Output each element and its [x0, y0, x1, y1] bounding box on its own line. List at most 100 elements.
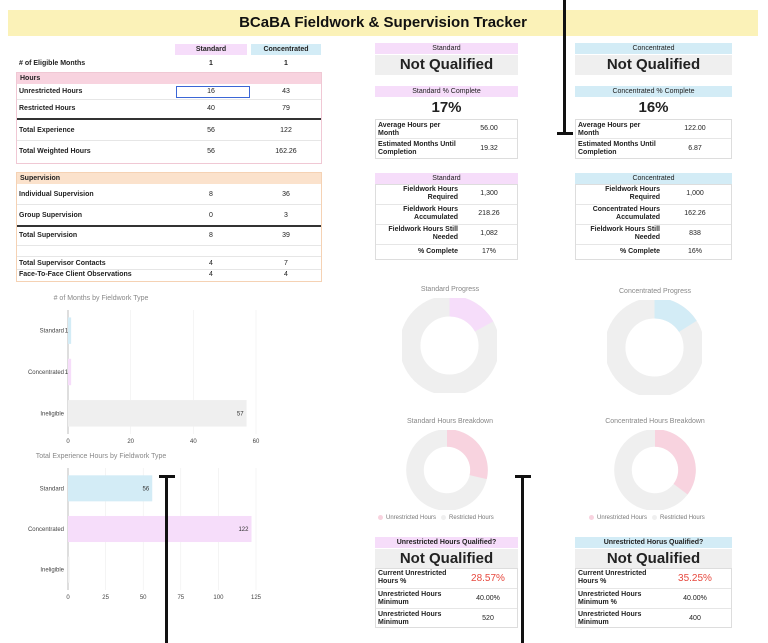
concentrated-progress-title: Concentrated Progress: [619, 288, 691, 295]
standard-breakdown-donut: [406, 430, 488, 510]
total-weighted-std[interactable]: 56: [207, 148, 215, 155]
group-label: Group Supervision: [19, 212, 83, 219]
annotation-tick: [515, 475, 531, 478]
col-header-concentrated: Concentrated: [251, 44, 321, 55]
x-tick-label: 125: [251, 595, 262, 601]
standard-complete-val: 17%: [481, 248, 496, 255]
annotation-tick: [557, 132, 573, 135]
std-unres-min-label: Unrestricted Hours Minimum: [378, 591, 442, 606]
standard-est-val: 19.32: [480, 145, 498, 152]
concentrated-acc-val: 162.26: [684, 210, 706, 217]
annotation-tick: [159, 475, 175, 478]
bar-value-label: 57: [237, 411, 244, 417]
legend-restricted-swatch: [441, 515, 447, 520]
unrestricted-std[interactable]: 16: [207, 88, 215, 95]
unrestricted-con[interactable]: 43: [282, 88, 290, 95]
standard-progress-donut: [402, 298, 497, 393]
std-unres-min-val: 40.00%: [476, 595, 500, 602]
donut-segment: [653, 300, 697, 333]
legend-unrestricted: Unrestricted Hours: [386, 515, 437, 522]
standard-progress-title: Standard Progress: [420, 286, 480, 293]
eligible-label: # of Eligible Months: [19, 60, 86, 67]
concentrated-breakdown-legend: Unrestricted Hours Restricted Hours: [589, 515, 705, 521]
std-unres-current-val: 28.57%: [471, 573, 505, 584]
bar: [68, 556, 70, 583]
std-unres-min2-label: Unrestricted Hours Minimum: [378, 611, 442, 626]
bar: [68, 358, 72, 386]
total-weighted-label: Total Weighted Hours: [19, 148, 91, 155]
total-sup-label: Total Supervision: [19, 232, 78, 239]
selected-cell[interactable]: [176, 86, 250, 98]
concentrated-est-label: Estimated Months Until Completion: [578, 141, 656, 156]
standard-need-val: 1,082: [480, 230, 498, 237]
y-category-label: Ineligible: [40, 411, 64, 417]
indiv-con[interactable]: 36: [282, 191, 290, 198]
chart-title: # of Months by Fieldwork Type: [54, 295, 149, 302]
annotation-line: [521, 476, 524, 643]
total-exp-con[interactable]: 122: [280, 127, 292, 134]
total-exp-std[interactable]: 56: [207, 127, 215, 134]
contacts-std[interactable]: 4: [209, 260, 213, 267]
con-unres-min2-val: 400: [689, 615, 701, 622]
y-category-label: Ineligible: [40, 568, 64, 574]
legend-restricted-2: Restricted Hours: [660, 515, 705, 522]
con-unres-min2-label: Unrestricted Hours Minimum: [578, 611, 642, 626]
std-unres-box: [375, 568, 518, 628]
total-weighted-con[interactable]: 162.26: [275, 148, 297, 155]
standard-status: Not Qualified: [375, 55, 518, 75]
restricted-label: Restricted Hours: [19, 105, 76, 112]
standard-detail-header: Standard: [375, 173, 518, 184]
bar-value-label: 1: [65, 370, 69, 376]
group-con[interactable]: 3: [284, 212, 288, 219]
annotation-line: [165, 476, 168, 643]
f2f-con[interactable]: 4: [284, 271, 288, 278]
standard-breakdown-title: Standard Hours Breakdown: [407, 418, 493, 425]
page-title: BCaBA Fieldwork & Supervision Tracker: [239, 14, 527, 31]
total-sup-con[interactable]: 39: [282, 232, 290, 239]
standard-detail-box: [375, 184, 518, 260]
legend-restricted-swatch-2: [652, 515, 658, 520]
standard-avg-val: 56.00: [480, 125, 498, 132]
concentrated-detail-box: [575, 184, 732, 260]
concentrated-status: Not Qualified: [575, 55, 732, 75]
concentrated-avg-val: 122.00: [684, 125, 706, 132]
total-sup-std[interactable]: 8: [209, 232, 213, 239]
contacts-con[interactable]: 7: [284, 260, 288, 267]
bar-value-label: 1: [65, 329, 69, 335]
x-tick-label: 0: [66, 595, 70, 601]
restricted-std[interactable]: 40: [207, 105, 215, 112]
group-std[interactable]: 0: [209, 212, 213, 219]
standard-acc-label: Fieldwork Hours Accumulated: [403, 206, 458, 221]
eligible-std[interactable]: 1: [209, 60, 213, 67]
concentrated-progress-donut: [607, 300, 702, 395]
contacts-label: Total Supervisor Contacts: [19, 260, 106, 267]
eligible-con[interactable]: 1: [284, 60, 288, 67]
annotation-line: [563, 0, 566, 134]
concentrated-breakdown-donut: [614, 430, 696, 510]
total-exp-label: Total Experience: [19, 127, 75, 134]
bar: [68, 400, 247, 427]
standard-need-label: Fieldwork Hours Still Needed: [388, 226, 458, 241]
x-tick-label: 25: [102, 595, 109, 601]
con-unres-box: [575, 568, 732, 628]
indiv-std[interactable]: 8: [209, 191, 213, 198]
concentrated-need-val: 838: [689, 230, 701, 237]
con-unres-current-label: Current Unrestricted Hours %: [578, 570, 647, 585]
bar-value-label: 56: [143, 486, 150, 492]
con-unres-min-label: Unrestricted Hours Minimum %: [578, 591, 642, 606]
concentrated-pct: 16%: [638, 99, 669, 116]
bar-value-label: 122: [238, 527, 249, 533]
y-category-label: Concentrated: [28, 527, 64, 533]
standard-acc-val: 218.26: [478, 210, 500, 217]
restricted-con[interactable]: 79: [282, 105, 290, 112]
legend-unrestricted-2: Unrestricted Hours: [597, 515, 648, 522]
concentrated-acc-label: Concentrated Hours Accumulated: [592, 206, 660, 221]
std-unres-current-label: Current Unrestricted Hours %: [378, 570, 447, 585]
indiv-label: Individual Supervision: [19, 191, 94, 198]
f2f-std[interactable]: 4: [209, 271, 213, 278]
title-bar: BCaBA Fieldwork & Supervision Tracker: [8, 10, 758, 36]
concentrated-req-label: Fieldwork Hours Required: [605, 186, 660, 201]
legend-unrestricted-swatch: [378, 515, 383, 520]
standard-pct: 17%: [431, 99, 462, 116]
unrestricted-label: Unrestricted Hours: [19, 88, 83, 95]
